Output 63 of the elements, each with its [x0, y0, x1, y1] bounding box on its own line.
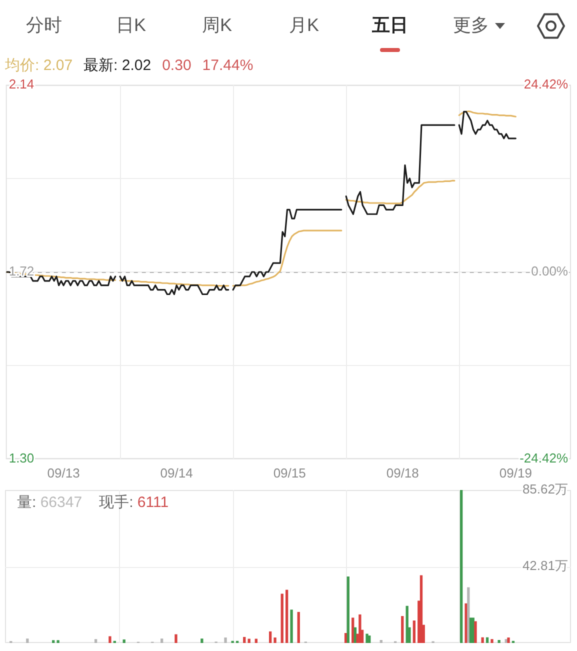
bar: [401, 616, 404, 643]
bar: [94, 639, 98, 643]
bar: [285, 590, 288, 643]
bar: [467, 587, 470, 643]
bar: [26, 638, 29, 643]
annotation: 现手: 6111: [99, 494, 169, 511]
bar: [486, 637, 489, 643]
bar: [498, 640, 500, 643]
text: 0.30: [162, 57, 192, 75]
text: 五日: [372, 14, 408, 37]
x-tick-label: 09/14: [160, 465, 193, 480]
text: 最新: 2.02: [84, 57, 152, 74]
bar: [290, 610, 293, 643]
bar: [248, 638, 250, 643]
bar: [464, 603, 468, 643]
text: 月K: [288, 14, 320, 37]
y-tick-label: 1.30: [8, 450, 34, 466]
bar: [368, 636, 371, 643]
y2-tick-label: -24.42%: [520, 450, 568, 466]
x-tick-label: 09/13: [47, 465, 80, 480]
text: 日K: [116, 14, 146, 37]
bar: [274, 637, 276, 643]
bar: [344, 633, 348, 643]
bar: [352, 618, 354, 643]
bar: [108, 636, 112, 643]
text: 更多: [453, 14, 489, 37]
bar: [56, 640, 60, 643]
bar: [358, 614, 362, 643]
text: 分时: [26, 14, 62, 37]
y2-tick-label: 0.00%: [531, 264, 568, 279]
bar: [174, 634, 178, 643]
annotation: 量: 66347: [17, 494, 82, 511]
bar: [469, 618, 472, 643]
x-tick-label: 09/15: [273, 465, 306, 480]
bar: [490, 639, 494, 643]
bar: [243, 636, 246, 643]
bar: [297, 612, 300, 643]
text: 周K: [202, 14, 232, 37]
text: 17.44%: [202, 57, 254, 75]
y-tick-label: 85.62万: [522, 482, 568, 497]
bar: [420, 575, 423, 643]
bar: [224, 637, 227, 643]
bar: [160, 638, 164, 643]
y-tick-label: 2.14: [8, 76, 34, 92]
bar: [412, 620, 416, 643]
bar: [481, 637, 484, 643]
bar: [268, 631, 272, 643]
bar: [200, 638, 204, 643]
bar: [380, 640, 382, 643]
bar: [122, 639, 126, 643]
y2-tick-label: 24.42%: [524, 76, 568, 92]
bar: [460, 490, 463, 643]
bar: [52, 640, 55, 643]
bar: [280, 594, 284, 643]
bar: [366, 634, 368, 643]
bar: [254, 638, 258, 643]
x-tick-label: 09/19: [499, 465, 532, 480]
x-tick-label: 09/18: [386, 465, 419, 480]
bar: [507, 637, 510, 643]
text: 均价: 2.07: [5, 57, 73, 74]
y-tick-label: 42.81万: [522, 558, 568, 574]
bar: [346, 576, 350, 643]
bar: [474, 621, 477, 643]
